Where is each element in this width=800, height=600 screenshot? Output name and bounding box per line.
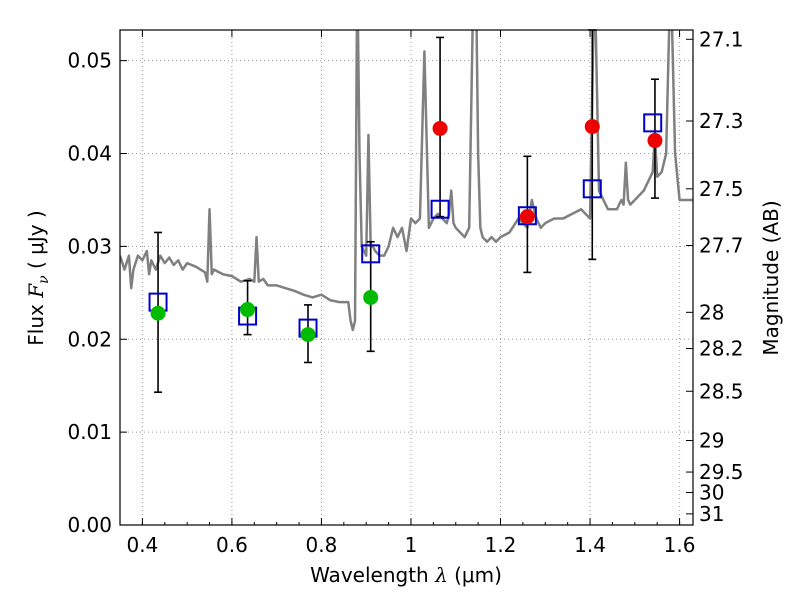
model-point <box>517 206 537 226</box>
observed-point <box>240 302 256 318</box>
x-tick-label: 1.4 <box>574 533 606 557</box>
x-axis-label-text: Wavelength <box>310 563 435 587</box>
y-axis-label-unit: ( μJy ) <box>24 210 48 275</box>
model-point <box>582 179 602 199</box>
y-tick-label: 0.00 <box>67 513 112 537</box>
y-axis-label: Flux Fν ( μJy ) <box>24 210 52 345</box>
x-tick-label: 0.6 <box>216 533 248 557</box>
y2-tick-label: 31 <box>699 502 724 526</box>
y2-tick-label: 29.5 <box>699 460 744 484</box>
x-tick-label: 1.2 <box>485 533 517 557</box>
observed-point <box>519 209 535 225</box>
y2-tick-label: 28.5 <box>699 379 744 403</box>
y-axis-label-subscript: ν <box>36 275 52 284</box>
x-axis-label-symbol: λ <box>434 563 448 587</box>
x-tick-label: 0.8 <box>306 533 338 557</box>
observed-point <box>647 133 663 149</box>
x-tick-label: 1.6 <box>664 533 696 557</box>
y-axis-label-symbol: F <box>24 283 48 299</box>
y-axis-label-text: Flux <box>24 298 48 346</box>
error-bars <box>148 29 663 393</box>
ticks: 0.4 0.6 0.8 1 1.2 1.4 1.6 0.00 0.01 0.02 0.03 0.04 0… <box>67 27 743 557</box>
y2-axis-label: Magnitude (AB) <box>759 200 783 355</box>
y2-tick-label: 29 <box>699 428 724 452</box>
plot-data <box>120 30 693 332</box>
observed-point <box>584 119 600 135</box>
y-tick-label: 0.02 <box>67 327 112 351</box>
y2-tick-label: 28 <box>699 300 724 324</box>
observed-point <box>150 305 166 321</box>
model-point <box>430 199 450 219</box>
y2-tick-label: 30 <box>699 480 724 504</box>
y-tick-label: 0.05 <box>67 49 112 73</box>
observed-point <box>300 327 316 343</box>
model-point <box>361 244 381 264</box>
y2-tick-label: 27.1 <box>699 27 744 51</box>
y-tick-label: 0.03 <box>67 234 112 258</box>
y2-tick-label: 27.7 <box>699 233 744 257</box>
spectrum-line <box>120 30 693 332</box>
x-tick-label: 0.4 <box>126 533 158 557</box>
y-tick-label: 0.01 <box>67 420 112 444</box>
y2-tick-label: 27.5 <box>699 177 744 201</box>
grid-lines <box>120 30 693 526</box>
y-tick-label: 0.04 <box>67 142 112 166</box>
x-axis-label: Wavelength λ (μm) <box>310 563 502 587</box>
y2-tick-label: 27.3 <box>699 109 744 133</box>
observed-point <box>363 289 379 305</box>
plot-frame <box>119 29 694 526</box>
x-axis-label-unit: (μm) <box>448 563 502 587</box>
y2-tick-label: 28.2 <box>699 337 744 361</box>
model-point <box>643 113 663 133</box>
observed-point <box>432 120 448 136</box>
x-tick-label: 1 <box>405 533 418 557</box>
